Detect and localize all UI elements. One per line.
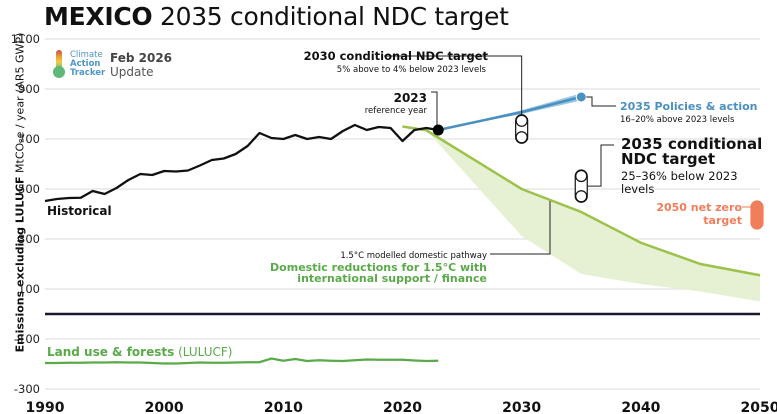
leader-reference-2023: [431, 91, 438, 125]
ndc-2035-marker: [574, 169, 588, 203]
y-tick-label: -300: [14, 382, 40, 396]
label-ndc-2035-line2: NDC target: [621, 150, 715, 168]
net-zero-2050-marker: [750, 200, 764, 230]
pathway-line: [402, 125, 761, 277]
x-tick-label: 2020: [383, 400, 422, 414]
update-date: Feb 2026: [110, 51, 173, 65]
label-lulucf: Land use & forests (LULUCF): [47, 345, 232, 359]
x-tick-label: 2030: [502, 400, 541, 414]
label-ndc-2035-sub2: levels: [621, 182, 654, 196]
label-support-line2: international support / finance: [297, 272, 487, 285]
leader-policies-2035: [586, 96, 616, 107]
label-policies-2035-sub: 16–20% above 2023 levels: [620, 115, 735, 125]
label-2023: 2023: [394, 91, 427, 105]
x-tick-label: 2010: [264, 400, 303, 414]
label-policies-2035: 2035 Policies & action: [620, 100, 758, 113]
lulucf-line: [45, 357, 439, 365]
ndc-2030-marker: [515, 114, 529, 144]
ndc-2030-marker-bottom: [515, 131, 528, 144]
y-tick-label: -100: [14, 332, 40, 346]
label-reference-year: reference year: [365, 106, 428, 116]
y-tick-label: 1100: [11, 32, 40, 46]
label-ndc-2035-line1: 2035 conditional: [621, 135, 762, 153]
reference-2023-dot: [432, 124, 444, 136]
thermometer-icon: [53, 50, 65, 78]
label-ndc-2030: 2030 conditional NDC target: [304, 49, 489, 63]
label-ndc-2035-sub1: 25–36% below 2023: [621, 169, 738, 183]
ndc-2030-marker-top: [515, 114, 528, 127]
label-historical: Historical: [47, 204, 112, 218]
y-tick-label: 700: [18, 132, 40, 146]
ndc-2035-marker-bottom: [575, 190, 588, 203]
support-finance-band: [402, 126, 760, 302]
label-support-line1: Domestic reductions for 1.5°C with: [270, 261, 487, 274]
logo-line2: Action: [70, 58, 101, 69]
net-zero-2050-marker-bottom: [750, 216, 764, 230]
x-tick-label: 1990: [26, 400, 65, 414]
label-net-zero-line1: 2050 net zero: [656, 201, 742, 214]
update-status: Update: [110, 65, 154, 79]
net-zero-2050-marker-top: [750, 200, 764, 214]
chart-title: MEXICO 2035 conditional NDC target: [44, 2, 509, 31]
x-tick-label: 2000: [145, 400, 184, 414]
label-modelled-pathway: 1.5°C modelled domestic pathway: [340, 251, 487, 261]
leader-ndc-2030: [384, 55, 523, 115]
update-info: Feb 2026 Update: [110, 51, 172, 79]
policies-2035-dot: [575, 91, 587, 103]
policies-line: [437, 95, 582, 132]
y-tick-label: 900: [18, 82, 40, 96]
label-net-zero-line2: target: [703, 214, 742, 227]
x-tick-label: 2040: [621, 400, 660, 414]
leader-pathway: [490, 201, 551, 255]
ndc-2035-marker-top: [575, 169, 588, 183]
x-tick-label: 2050: [741, 400, 777, 414]
leader-ndc-2035: [587, 144, 614, 187]
historical-line: [44, 123, 439, 203]
cat-logo: Climate Action Tracker: [52, 49, 105, 79]
logo-line3: Tracker: [70, 67, 106, 78]
y-tick-label: 100: [18, 282, 40, 296]
label-ndc-2030-sub: 5% above to 4% below 2023 levels: [337, 65, 487, 75]
logo-line1: Climate: [70, 49, 103, 60]
y-tick-label: 500: [18, 182, 40, 196]
y-tick-label: 300: [18, 232, 40, 246]
